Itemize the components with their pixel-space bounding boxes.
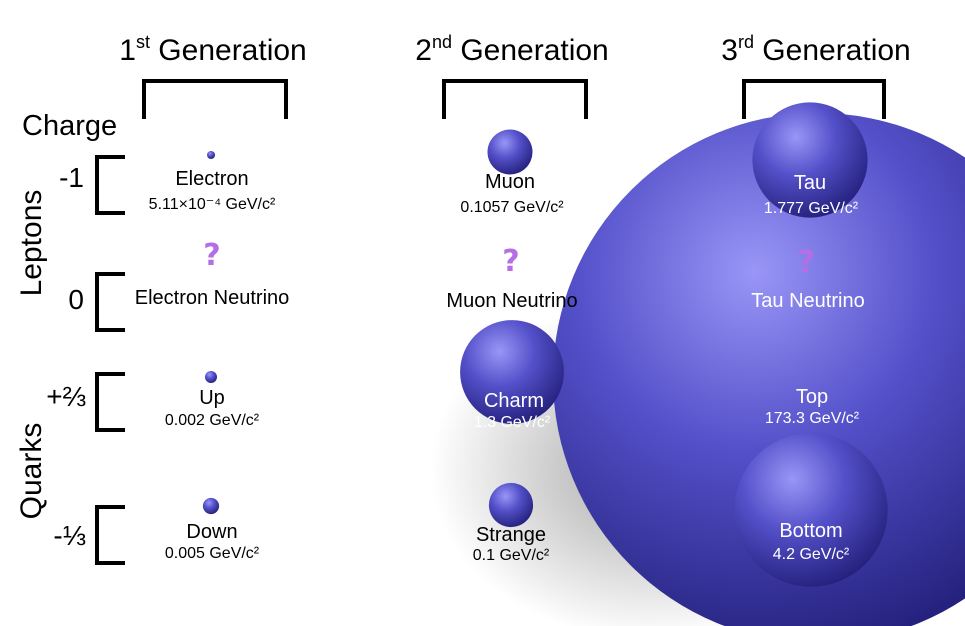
row-bracket-down-quarks	[95, 505, 125, 565]
gen-1-suffix: st	[135, 32, 150, 52]
charm-mass: 1.3 GeV/c²	[473, 414, 551, 431]
charm-name: Charm	[483, 390, 545, 412]
strange-mass: 0.1 GeV/c²	[472, 547, 550, 564]
strange-name: Strange	[475, 524, 547, 546]
gen-1-ordinal: 1	[119, 34, 136, 67]
tau-neutrino-name: Tau Neutrino	[751, 290, 865, 312]
gen-3-suffix: rd	[737, 32, 754, 52]
down-mass: 0.005 GeV/c²	[164, 545, 260, 562]
electron-sphere	[207, 151, 215, 159]
row-bracket-neutrinos	[95, 272, 125, 332]
electron-name: Electron	[175, 168, 249, 190]
muon-neutrino-unknown-mass: ?	[502, 244, 520, 279]
charge-lepton-zero: 0	[68, 284, 84, 315]
gen-2-title: 2nd Generation	[415, 32, 609, 68]
tau-mass: 1.777 GeV/c²	[763, 200, 859, 217]
gen-2-label: Generation	[460, 34, 609, 67]
bottom-name: Bottom	[779, 520, 843, 542]
charm-sphere	[460, 320, 564, 424]
charge-quark-minus-one-third: -⅓	[53, 520, 86, 551]
muon-name: Muon	[484, 171, 536, 193]
gen-1-title: 1st Generation	[119, 32, 307, 68]
bottom-sphere	[734, 433, 888, 587]
gen-1-bracket	[142, 79, 288, 119]
tau-neutrino-unknown-mass: ?	[797, 245, 815, 280]
gen-2-suffix: nd	[431, 32, 452, 52]
charge-label: Charge	[22, 110, 118, 142]
gen-3-title: 3rd Generation	[721, 32, 911, 68]
leptons-label: Leptons	[15, 189, 48, 297]
strange-sphere	[488, 482, 534, 528]
gen-1-label: Generation	[158, 34, 307, 67]
up-sphere	[205, 371, 217, 383]
electron-neutrino-unknown-mass: ?	[203, 238, 221, 273]
up-mass: 0.002 GeV/c²	[164, 412, 260, 429]
charge-lepton-minus-one: -1	[59, 162, 84, 193]
gen-2-bracket	[442, 79, 588, 119]
up-name: Up	[199, 387, 225, 409]
row-bracket-up-quarks	[95, 372, 125, 432]
bottom-mass: 4.2 GeV/c²	[772, 546, 850, 563]
muon-mass: 0.1057 GeV/c²	[460, 199, 564, 216]
top-name: Top	[795, 386, 829, 408]
gen-3-label: Generation	[762, 34, 911, 67]
tau-sphere	[752, 102, 868, 218]
muon-neutrino-name: Muon Neutrino	[446, 290, 578, 312]
down-name: Down	[186, 521, 238, 543]
electron-mass: 5.11×10⁻⁴ GeV/c²	[148, 196, 276, 213]
gen-3-bracket	[742, 79, 886, 119]
quarks-label: Quarks	[15, 422, 48, 520]
electron-neutrino-name: Electron Neutrino	[134, 287, 290, 309]
top-mass: 173.3 GeV/c²	[764, 410, 860, 427]
charge-quark-plus-two-thirds: +⅔	[46, 381, 86, 412]
tau-name: Tau	[793, 172, 827, 194]
row-bracket-charged-leptons	[95, 155, 125, 215]
gen-3-ordinal: 3	[721, 34, 738, 67]
gen-2-ordinal: 2	[415, 34, 432, 67]
muon-sphere	[487, 129, 533, 175]
down-sphere	[202, 497, 220, 515]
